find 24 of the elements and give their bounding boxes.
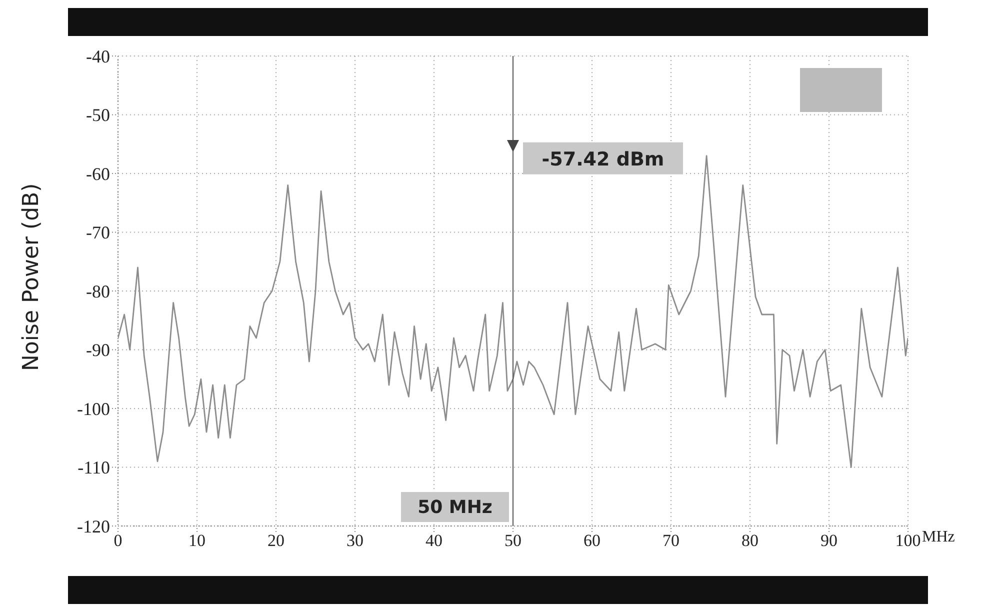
x-tick-label: 90 (820, 531, 838, 550)
x-tick-label: 70 (662, 531, 680, 550)
ref-line-label: 50 MHz (418, 497, 492, 518)
y-tick-label: -110 (78, 458, 110, 478)
x-tick-label: 60 (584, 531, 600, 550)
y-axis-title: Noise Power (dB) (18, 183, 44, 371)
x-tick-label: 30 (346, 531, 364, 550)
y-tick-label: -80 (86, 281, 110, 302)
x-tick-label: 10 (188, 531, 206, 550)
y-tick-label: -50 (86, 105, 110, 126)
y-tick-label: -100 (77, 398, 110, 419)
y-tick-label: -90 (86, 340, 110, 360)
x-tick-label: 50 (504, 531, 522, 550)
x-tick-label: 0 (114, 531, 122, 550)
x-axis-title: MHz (922, 528, 955, 546)
x-tick-label: 20 (268, 531, 284, 550)
annotation: -57.42 dBm (542, 148, 664, 170)
y-tick-label: -70 (86, 222, 110, 243)
x-tick-label: 80 (742, 531, 758, 550)
x-tick-label: 100 (895, 531, 921, 550)
y-tick-label: -40 (86, 46, 110, 66)
y-tick-label: -60 (86, 164, 110, 184)
y-tick-label: -120 (77, 516, 110, 536)
x-tick-label: 40 (426, 531, 442, 550)
